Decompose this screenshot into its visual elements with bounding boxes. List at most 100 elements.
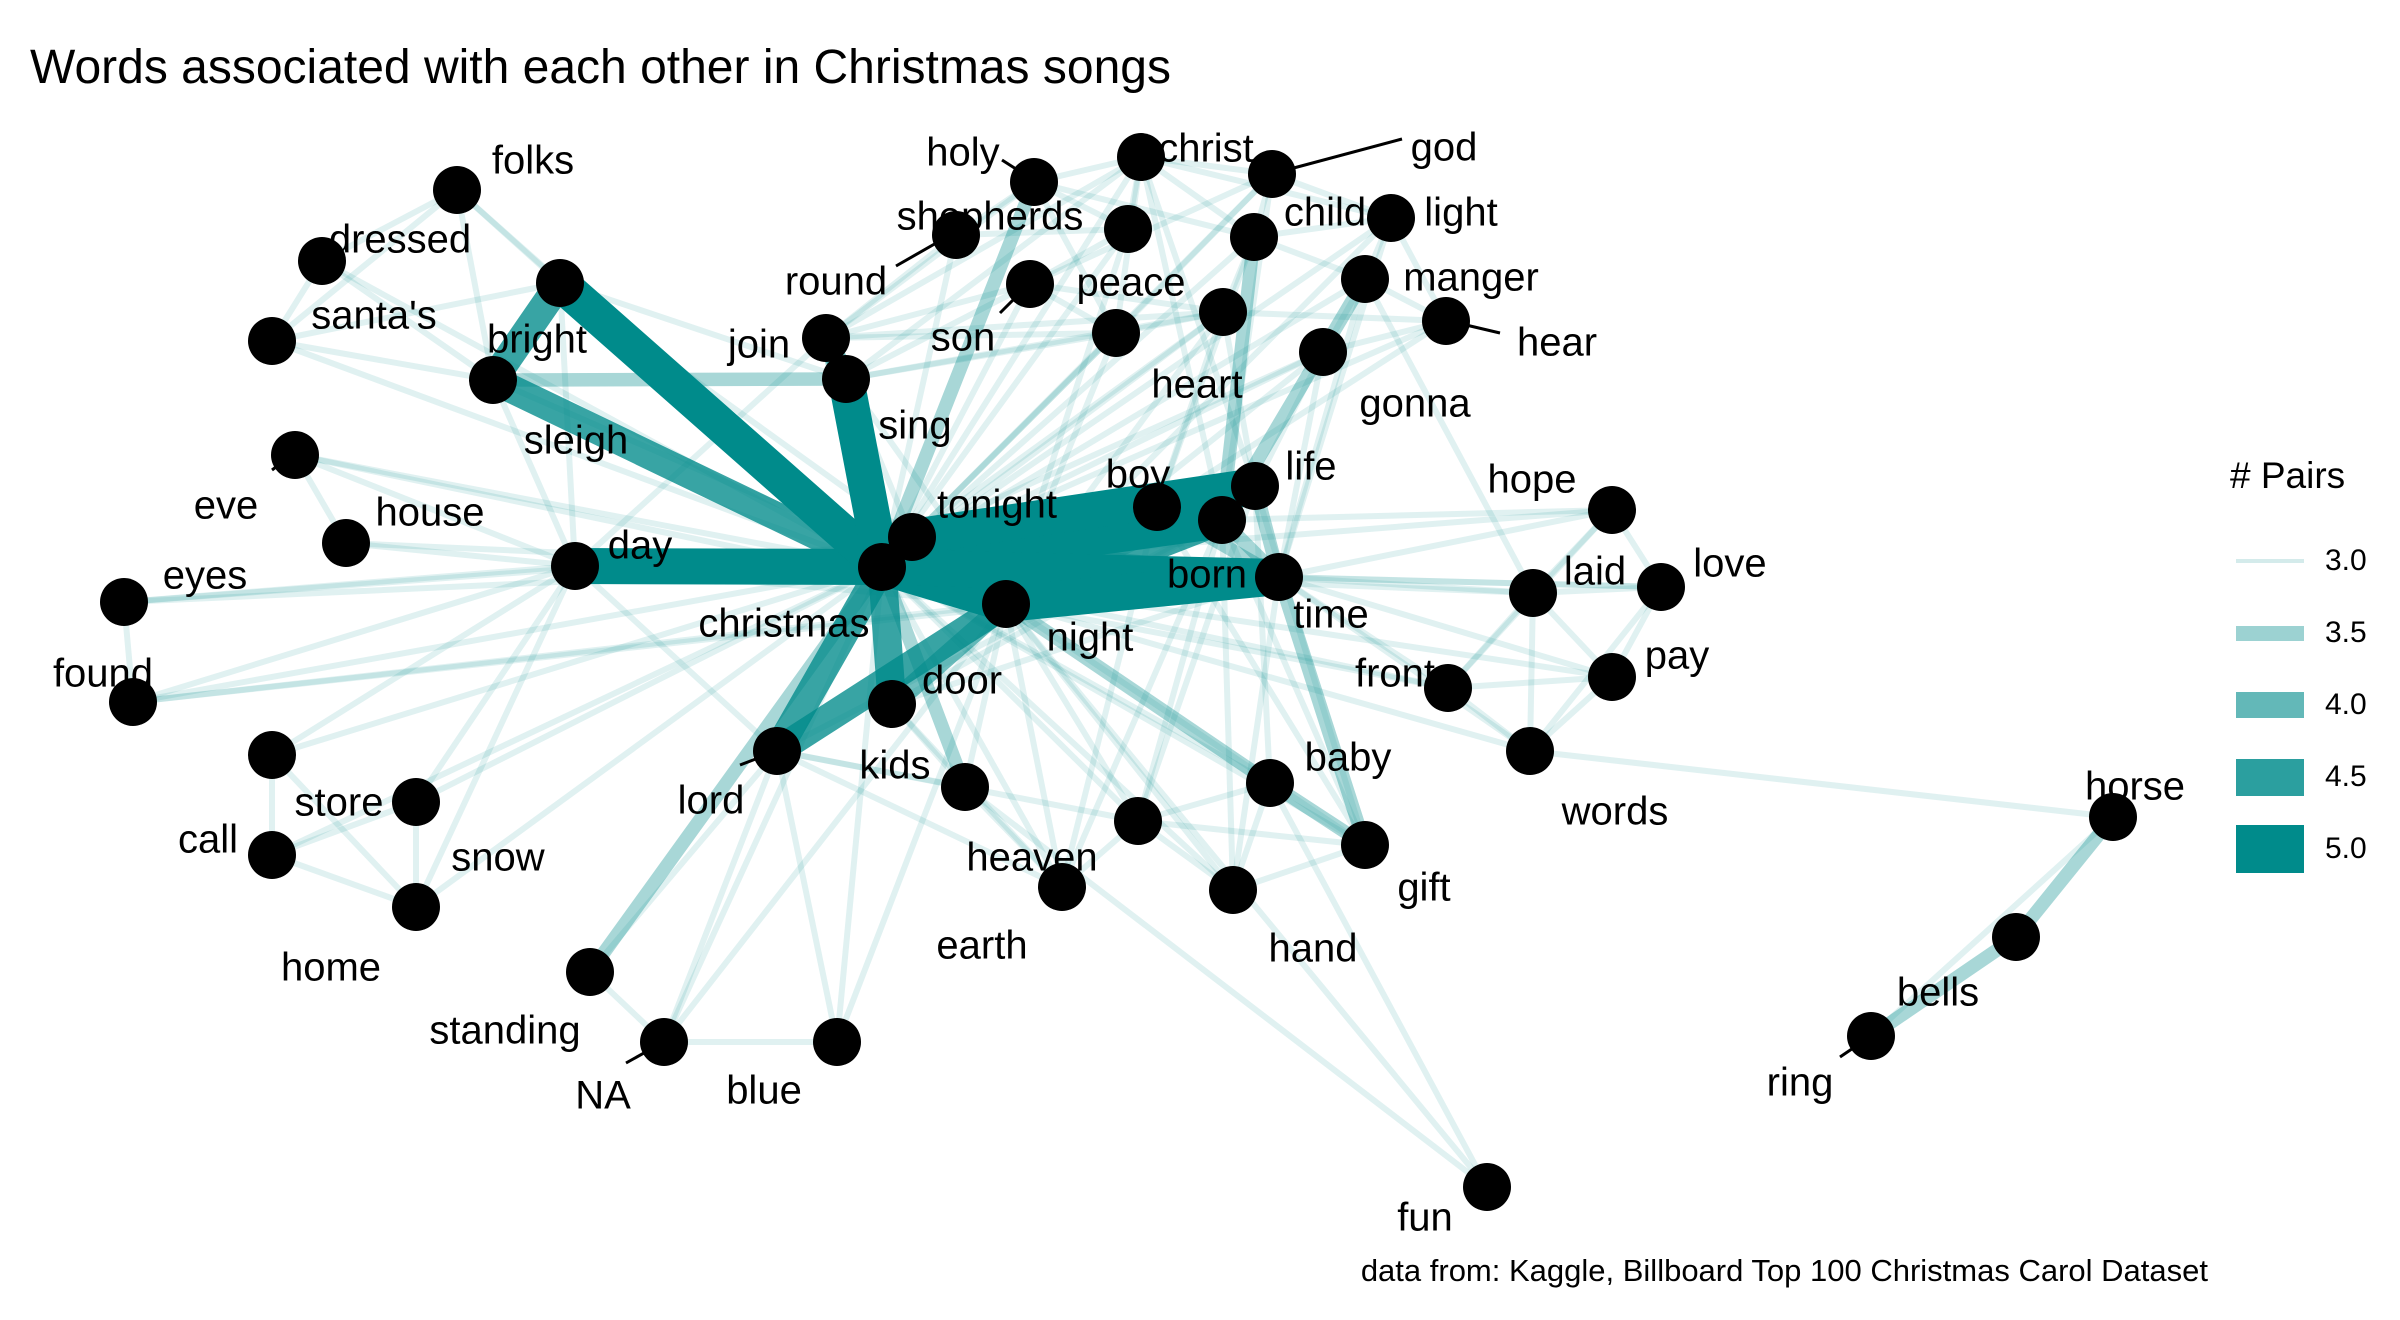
edge-folks-dressed — [319, 187, 460, 264]
edge-time-manger — [1276, 276, 1368, 580]
edge-gift-heaven — [1135, 818, 1368, 848]
node-label-child: child — [1284, 191, 1366, 235]
node-christmas — [858, 543, 906, 591]
edge-time-laid — [1276, 574, 1536, 596]
node-label-found: found — [53, 652, 153, 696]
node-label-time: time — [1293, 593, 1369, 637]
edge-gonna-time — [1276, 349, 1326, 580]
edge-shepherds-christmas — [879, 226, 1131, 570]
node-NA — [640, 1018, 688, 1066]
edge-christ-christmas — [879, 154, 1144, 570]
edge-hope-time — [1276, 507, 1615, 580]
edge-store-christmas — [413, 564, 885, 805]
node-round — [932, 211, 980, 259]
legend-swatch — [2236, 559, 2304, 563]
edge-call-snow — [269, 852, 419, 910]
edge-store-day — [413, 563, 578, 805]
legend: # Pairs 3.0 3.5 4.0 4.5 5.0 — [2230, 455, 2400, 873]
node-label-words: words — [1561, 790, 1669, 834]
node-join — [802, 314, 850, 362]
legend-label: 5.0 — [2325, 832, 2367, 865]
edge-hand-time — [1230, 574, 1282, 893]
node-blue — [813, 1018, 861, 1066]
edge-join-day — [572, 335, 829, 569]
edge-christ-born — [1138, 154, 1225, 523]
edge-dressed-sleigh — [319, 258, 496, 383]
edge-son-heart — [1027, 281, 1226, 315]
edge-baby-life — [1252, 483, 1273, 786]
edge-pay-front — [1445, 674, 1615, 691]
edge-round-christmas — [879, 232, 959, 570]
node-day — [551, 542, 599, 590]
node-hand — [1209, 866, 1257, 914]
edge-heaven-life — [1135, 483, 1258, 824]
node-label-blue: blue — [726, 1069, 802, 1113]
edge-day-found — [130, 563, 578, 705]
legend-key-1 — [2236, 609, 2304, 657]
edge-life-christ — [1138, 154, 1258, 489]
node-label-baby: baby — [1305, 736, 1392, 780]
edge-hand-night — [1003, 601, 1236, 893]
edge-peace-god — [1113, 171, 1275, 336]
node-heart — [1199, 288, 1247, 336]
edge-join-holy — [823, 179, 1037, 341]
edge-day-sleigh — [490, 377, 578, 569]
legend-label: 3.5 — [2325, 616, 2367, 649]
node-label-join: join — [727, 323, 790, 367]
node-kids — [941, 763, 989, 811]
edge-snow-day — [413, 563, 578, 910]
edge-call-christmas — [269, 564, 885, 858]
edge-front-night — [1003, 601, 1451, 691]
node-label-manger: manger — [1403, 256, 1539, 300]
node-label-shepherds: shepherds — [897, 195, 1084, 239]
node-store — [392, 778, 440, 826]
legend-key-2 — [2236, 681, 2304, 729]
node-words — [1506, 727, 1554, 775]
edge-holy-peace — [1031, 179, 1119, 336]
legend-label: 4.5 — [2325, 760, 2367, 793]
edge-snow-home — [269, 752, 419, 910]
edge-home-day — [269, 563, 578, 758]
node-label-folks: folks — [492, 139, 574, 183]
node-bells — [1992, 913, 2040, 961]
node-label-fun: fun — [1397, 1196, 1453, 1240]
node-front — [1424, 664, 1472, 712]
edge-santas-bright — [269, 280, 563, 344]
edge-christmas-lord — [762, 552, 897, 766]
node-door — [868, 680, 916, 728]
node-label-night: night — [1047, 616, 1134, 660]
edge-words-horse — [1527, 748, 2116, 820]
node-fun — [1463, 1163, 1511, 1211]
edge-hear-heart — [1220, 309, 1449, 324]
edge-santas-sleigh — [269, 338, 496, 383]
node-label-love: love — [1693, 542, 1766, 586]
node-label-snow: snow — [451, 836, 544, 880]
node-label-sing: sing — [878, 404, 951, 448]
node-born — [1198, 496, 1246, 544]
edge-boy-child — [1154, 234, 1257, 510]
node-found — [109, 678, 157, 726]
chart-title: Words associated with each other in Chri… — [30, 41, 1171, 94]
node-label-store: store — [295, 781, 384, 825]
edge-tonight-gonna — [909, 349, 1326, 540]
edge-found-christmas — [130, 564, 885, 705]
node-label-hear: hear — [1517, 321, 1597, 365]
edge-love-time — [1276, 574, 1664, 590]
node-label-call: call — [178, 818, 238, 862]
edge-join-son — [823, 281, 1033, 341]
node-label-hope: hope — [1488, 458, 1577, 502]
node-label-lord: lord — [678, 779, 745, 823]
node-label-tonight: tonight — [937, 483, 1057, 527]
node-label-gift: gift — [1397, 866, 1450, 910]
node-layer — [100, 133, 2137, 1211]
edge-time-pay — [1276, 574, 1615, 680]
caption: data from: Kaggle, Billboard Top 100 Chr… — [1360, 1253, 2208, 1288]
node-label-earth: earth — [936, 924, 1027, 968]
edge-holy-christmas — [875, 175, 1041, 574]
node-label-eyes: eyes — [163, 554, 248, 598]
edge-heaven-christmas — [879, 564, 1141, 824]
edge-folks-santas — [269, 187, 460, 344]
legend-key-4 — [2236, 825, 2304, 873]
edge-earth-night — [1003, 601, 1065, 890]
